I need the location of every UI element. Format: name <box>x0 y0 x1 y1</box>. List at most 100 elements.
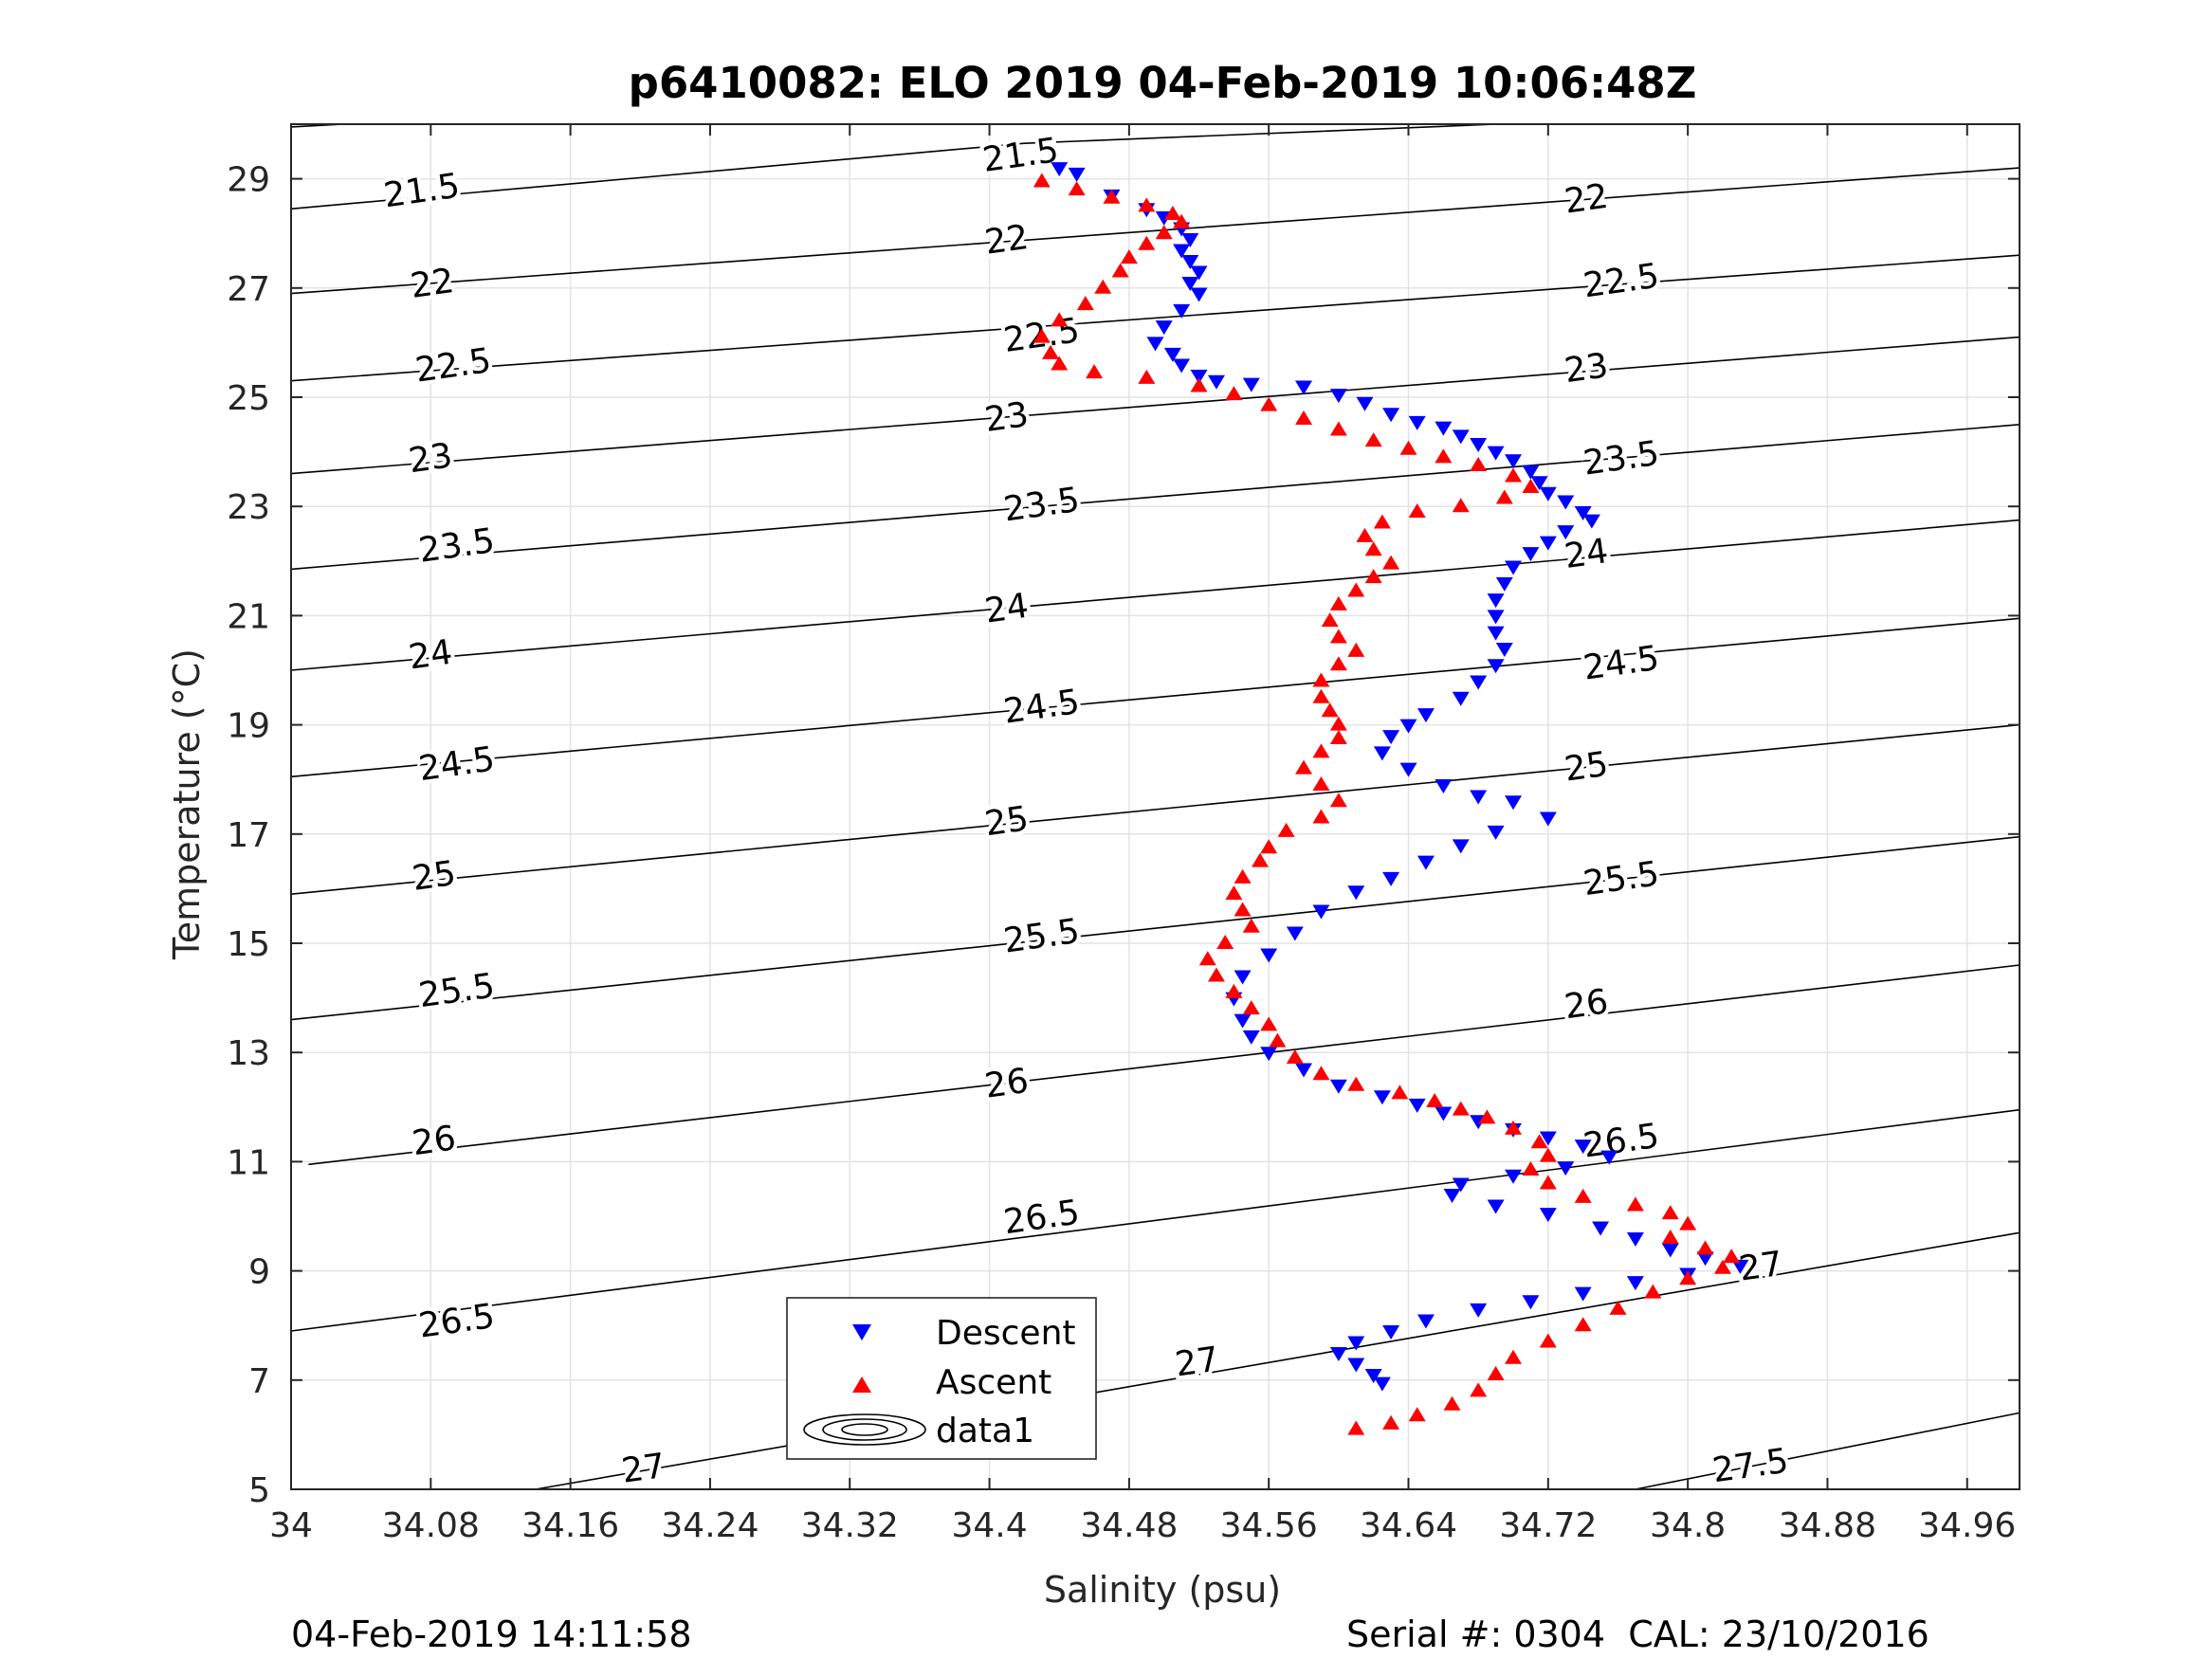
ascent-point <box>1234 868 1252 884</box>
contour-label: 26 <box>410 1119 458 1163</box>
ascent-point <box>1399 440 1417 455</box>
x-axis-label: Salinity (psu) <box>1044 1569 1281 1611</box>
ascent-point <box>1470 1382 1488 1397</box>
descent-point <box>1260 1047 1278 1062</box>
ascent-point <box>1504 1120 1522 1135</box>
ascent-point <box>1260 396 1278 411</box>
ascent-point <box>1329 793 1347 808</box>
ascent-point <box>1225 885 1243 901</box>
descent-point <box>1399 762 1417 777</box>
footer-serial-cal: Serial #: 0304 CAL: 23/10/2016 <box>1346 1613 1929 1655</box>
ascent-point <box>1234 902 1252 917</box>
descent-point <box>1470 1303 1488 1318</box>
ascent-point <box>1347 642 1365 657</box>
ascent-point <box>1120 249 1138 264</box>
ascent-point <box>1260 1016 1278 1031</box>
descent-point <box>1696 1251 1714 1267</box>
x-tick-label: 34.08 <box>382 1506 480 1545</box>
ascent-point <box>1443 1395 1461 1411</box>
descent-point <box>1470 790 1488 805</box>
x-axis-ticks: 34 34.08 34.16 34.24 34.32 34.4 34.48 34.56 34.6… <box>269 124 2016 1545</box>
x-tick-label: 34.88 <box>1779 1506 1876 1545</box>
ascent-point <box>1609 1300 1627 1315</box>
descent-point <box>1399 719 1417 734</box>
ascent-point <box>1626 1196 1644 1212</box>
legend-descent-marker <box>852 1324 871 1340</box>
descent-point <box>1181 255 1199 269</box>
ascent-point <box>1094 279 1112 294</box>
isopycnal-22.5 <box>290 254 2020 382</box>
ascent-point <box>1190 377 1208 392</box>
ascent-point <box>1373 514 1391 529</box>
descent-point <box>1242 377 1260 392</box>
contour-label: 23 <box>1563 346 1611 391</box>
ascent-point <box>1277 822 1295 837</box>
ascent-point <box>1138 197 1156 212</box>
legend-entry-descent: Descent <box>852 1314 1076 1353</box>
ascent-point <box>1408 502 1426 518</box>
x-tick-label: 34.24 <box>661 1506 759 1545</box>
descent-point <box>1373 1376 1391 1392</box>
descent-point <box>1539 811 1557 827</box>
ascent-point <box>1329 421 1347 436</box>
descent-point <box>1356 396 1374 411</box>
ascent-point <box>1111 263 1129 278</box>
descent-series <box>1051 162 1749 1392</box>
y-tick-label: 13 <box>227 1034 270 1073</box>
ascent-point <box>1504 467 1522 483</box>
ascent-point <box>1260 839 1278 854</box>
ascent-point <box>1452 498 1470 513</box>
legend-entry-ascent: Ascent <box>852 1363 1051 1402</box>
descent-point <box>1470 437 1488 452</box>
descent-point <box>1382 1324 1400 1340</box>
descent-point <box>1452 429 1470 445</box>
ascent-point <box>1574 1317 1592 1332</box>
ascent-point <box>1138 369 1156 384</box>
ascent-point <box>1329 730 1347 744</box>
contour-label: 22 <box>1563 177 1611 222</box>
x-tick-label: 34.4 <box>951 1506 1027 1545</box>
descent-point <box>1068 167 1086 182</box>
descent-point <box>1731 1259 1749 1274</box>
contour-label: 25.5 <box>416 966 497 1015</box>
ascent-series <box>1033 173 1741 1435</box>
descent-point <box>1452 691 1470 706</box>
descent-point <box>1435 1106 1453 1121</box>
descent-point <box>1051 162 1069 177</box>
ascent-point <box>1207 967 1225 982</box>
ascent-point <box>1269 1032 1287 1048</box>
contour-label: 27.5 <box>1710 1442 1791 1491</box>
x-tick-label: 34.72 <box>1499 1506 1597 1545</box>
ascent-point <box>1216 935 1234 949</box>
ascent-point <box>1329 595 1347 611</box>
legend-entry-data1: data1 <box>803 1412 1034 1450</box>
descent-point <box>1417 855 1435 870</box>
ascent-point <box>1452 1101 1470 1116</box>
legend-ascent-label: Ascent <box>936 1363 1051 1402</box>
y-tick-label: 25 <box>227 379 270 418</box>
descent-point <box>1487 1199 1505 1214</box>
y-axis-label: Temperature (°C) <box>166 648 208 960</box>
y-tick-label: 17 <box>227 816 270 855</box>
descent-point <box>1574 505 1592 520</box>
ascent-point <box>1723 1249 1741 1264</box>
ascent-point <box>1504 1349 1522 1364</box>
ascent-point <box>1530 1134 1548 1149</box>
ascent-point <box>1539 1333 1557 1348</box>
y-tick-label: 23 <box>227 488 270 527</box>
ascent-point <box>1495 489 1513 504</box>
contour-label: 23 <box>982 395 1031 440</box>
y-tick-label: 21 <box>227 597 270 636</box>
ascent-point <box>1347 1420 1365 1435</box>
ascent-point <box>1042 344 1060 359</box>
axes-frame <box>290 123 2020 1490</box>
x-tick-label: 34 <box>269 1506 313 1545</box>
ascent-point <box>1225 386 1243 401</box>
x-tick-label: 34.8 <box>1650 1506 1726 1545</box>
y-axis-ticks: 5 7 9 11 13 15 17 19 21 23 25 27 29 <box>227 161 2020 1510</box>
ascent-point <box>1364 541 1382 556</box>
descent-point <box>1347 1336 1365 1351</box>
ascent-point <box>1347 582 1365 597</box>
ascent-point <box>1364 569 1382 584</box>
